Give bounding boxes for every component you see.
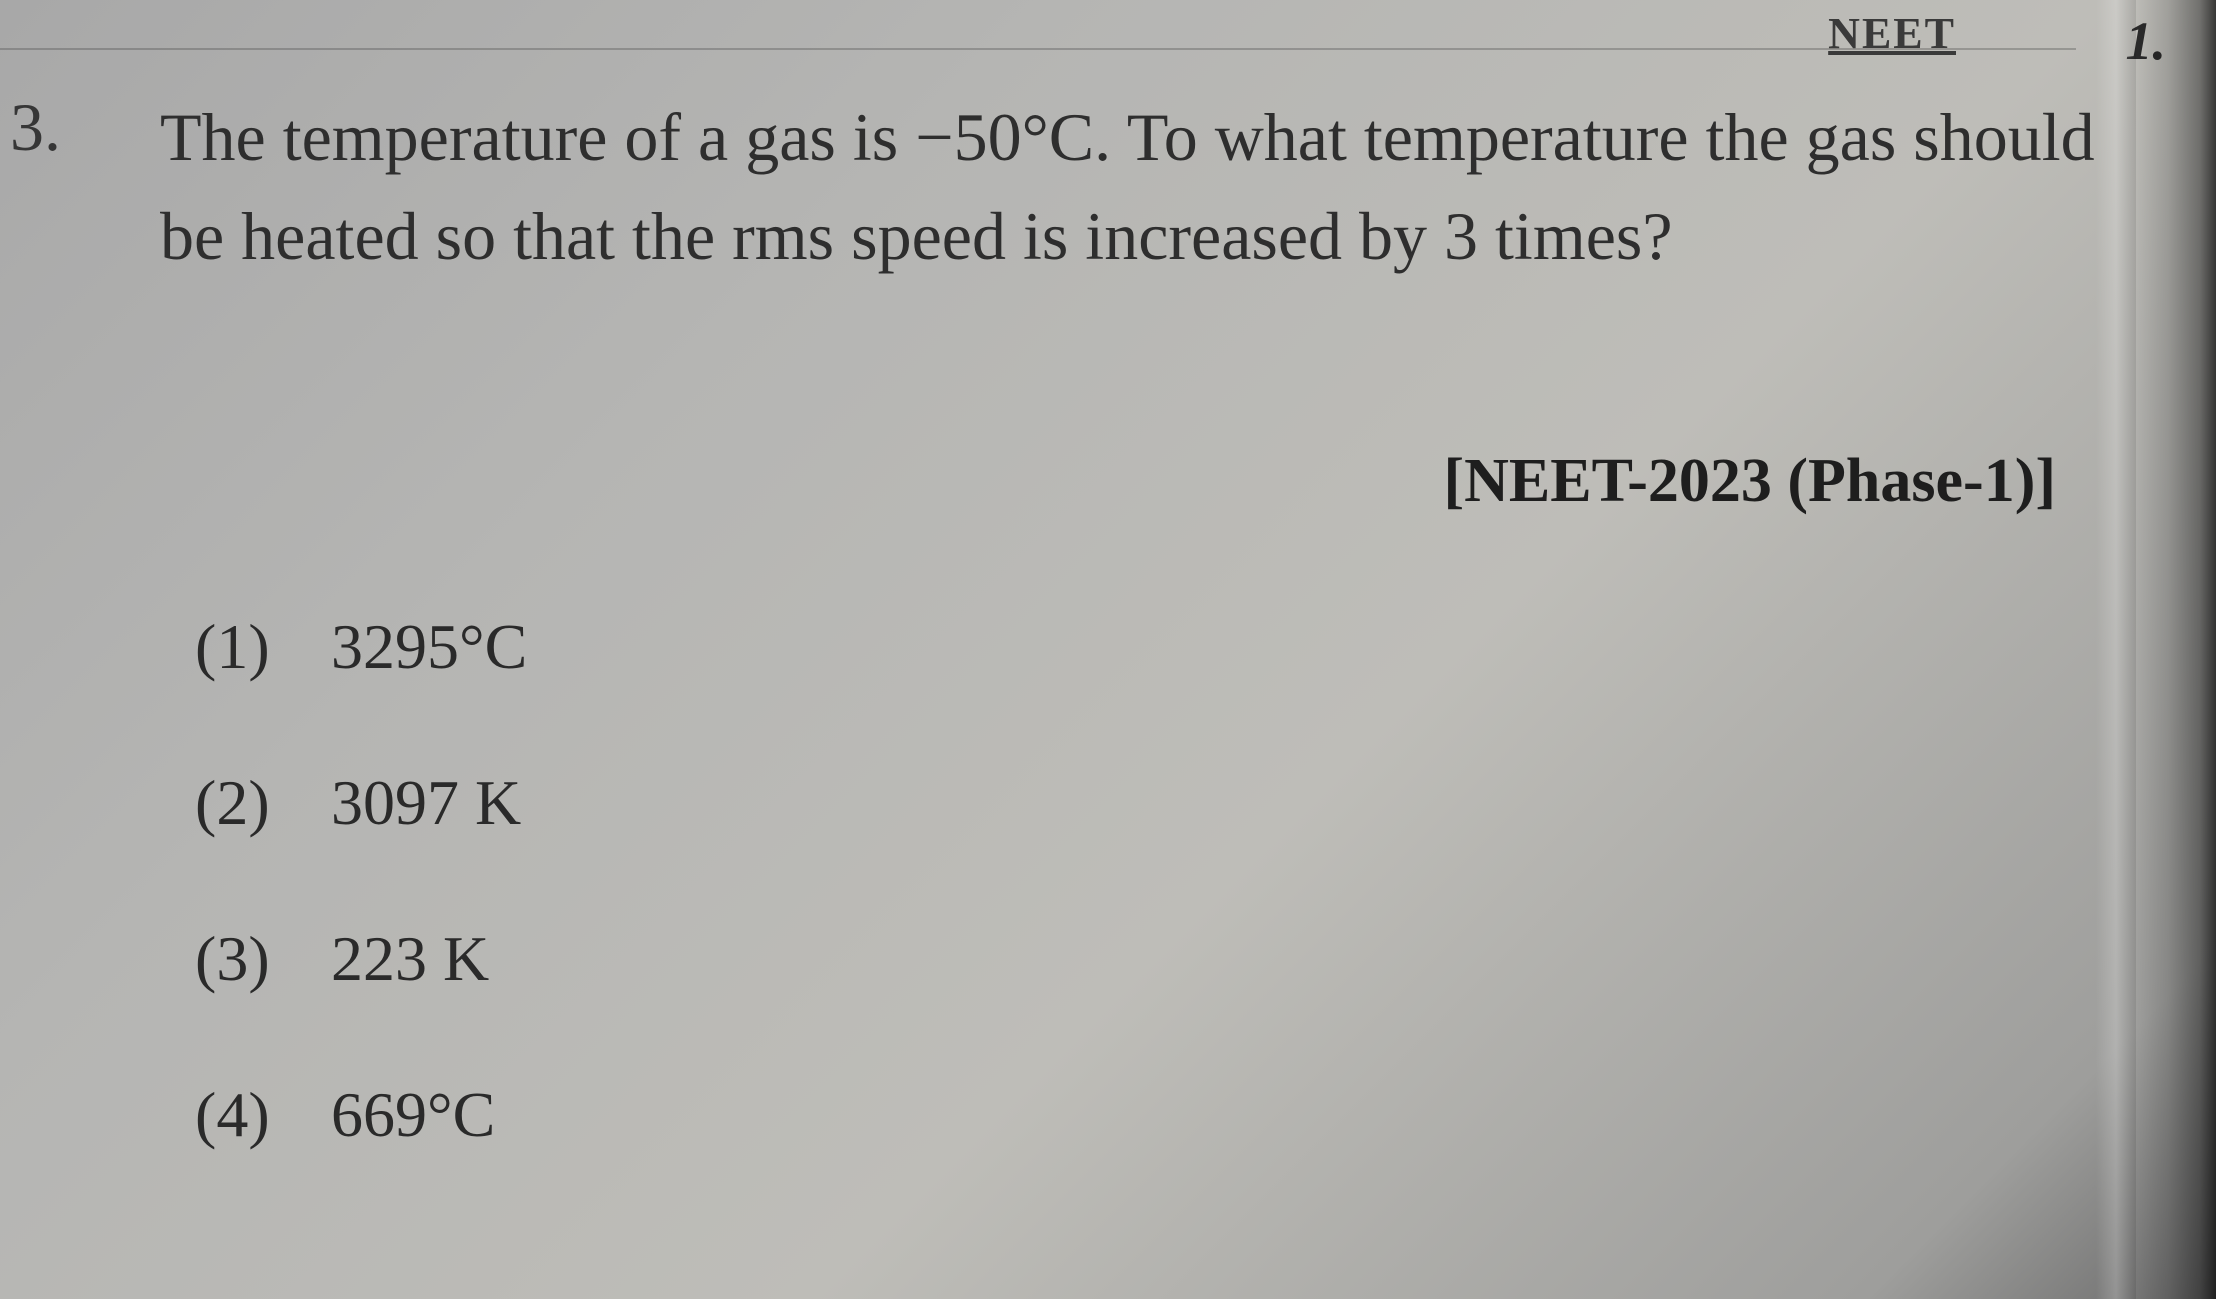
- options-list: (1) 3295°C (2) 3097 K (3) 223 K (4) 669°…: [195, 610, 527, 1234]
- option-1-value: 3295°C: [331, 611, 527, 682]
- exam-source-tag: [NEET-2023 (Phase-1)]: [1443, 446, 2056, 517]
- option-4-value: 669°C: [331, 1079, 495, 1150]
- option-1-number: (1): [195, 610, 315, 684]
- option-3-number: (3): [195, 922, 315, 996]
- option-1: (1) 3295°C: [195, 610, 527, 684]
- option-3-value: 223 K: [331, 923, 489, 994]
- question-text: The temperature of a gas is −50°C. To wh…: [160, 88, 2096, 285]
- book-page-curve: [2096, 0, 2136, 1299]
- option-2-number: (2): [195, 766, 315, 840]
- header-divider: [0, 48, 2076, 50]
- option-4-number: (4): [195, 1078, 315, 1152]
- exam-header-label: NEET: [1828, 8, 1956, 59]
- page-container: NEET 1. 3. The temperature of a gas is −…: [0, 0, 2216, 1299]
- question-number: 3.: [10, 88, 61, 167]
- option-2: (2) 3097 K: [195, 766, 527, 840]
- book-spine-shadow: [2136, 0, 2216, 1299]
- option-4: (4) 669°C: [195, 1078, 527, 1152]
- option-3: (3) 223 K: [195, 922, 527, 996]
- option-2-value: 3097 K: [331, 767, 521, 838]
